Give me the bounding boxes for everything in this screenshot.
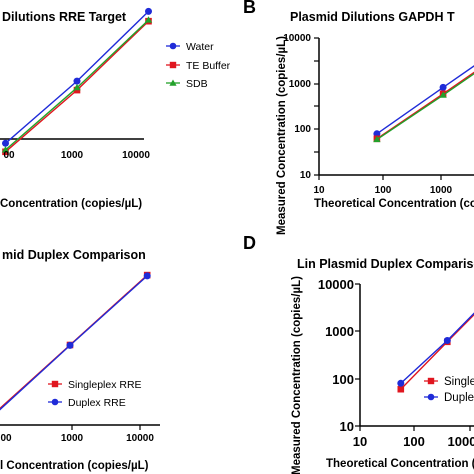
panel-b-x-tick-100: 100 [375,185,392,196]
legend-a-sdb-label: SDB [186,78,208,90]
panel-d-x-tick-10: 10 [353,434,367,449]
point-water-0 [2,139,9,147]
point-duplex-rre-2 [143,272,151,280]
panel-c-plot [0,271,151,411]
legend-c-duplex-marker [51,398,59,406]
point-duplex-rre-1 [66,341,74,349]
panel-d-title: Lin Plasmid Duplex Comparison [297,257,474,271]
panel-a-x-tick-2: 10000 [122,150,150,161]
panel-d-y-label: Measured Concentration (copies/µL) [291,276,303,474]
panel-b-y-tick-10: 10 [300,170,312,181]
panel-d-y-tick-1000: 1000 [325,324,354,339]
point-sdb-1 [439,91,447,98]
panel-d: D Lin Plasmid Duplex Comparison 10000 10… [243,233,474,474]
legend-a-water-label: Water [186,41,214,53]
panel-c-x-tick-2: 10000 [126,433,154,444]
panel-d-x-label: Theoretical Concentration (copies [326,458,474,470]
legend-a-te-buffer-marker [169,61,177,69]
point-sdb-2 [144,16,153,23]
point-water-1 [439,83,447,91]
panel-b: B Plasmid Dilutions GAPDH T 10000 1000 1… [243,0,474,235]
panel-d-y-tick-10: 10 [340,419,354,434]
panel-a-x-label: Concentration (copies/µL) [0,198,142,210]
series-line-water [5,10,149,144]
panel-a-x-tick-0: 00 [3,150,15,161]
panel-b-plot [373,65,474,143]
series-line-duple [400,312,474,384]
legend-c-singleplex-label: Singleplex RRE [68,379,142,391]
legend-d-duple-marker [427,393,435,401]
legend-a-te-buffer-label: TE Buffer [186,60,231,72]
point-sdb-1 [73,83,81,91]
point-duple-0 [397,379,405,387]
panel-a-title: Dilutions RRE Target [2,10,127,24]
legend-c-duplex-label: Duplex RRE [68,397,126,409]
legend-a-water-marker [169,42,177,50]
panel-d-y-tick-100: 100 [332,372,354,387]
panel-b-x-tick-1000: 1000 [430,185,453,196]
panel-c-title: mid Duplex Comparison [2,248,146,262]
legend-d-duple-label: Duple [444,392,474,404]
point-water-1 [73,77,81,85]
panel-a: Dilutions RRE Target 00 1000 10000 Conce… [0,7,231,210]
panel-d-x-tick-1000: 1000 [448,434,474,449]
panel-b-x-tick-10: 10 [313,185,325,196]
point-single-0 [397,385,405,393]
panel-b-x-label: Theoretical Concentration (copies/µL [314,198,474,210]
panel-c-x-tick-1: 1000 [61,433,84,444]
point-water-2 [145,7,152,15]
legend-d-single-label: Single [444,376,474,388]
legend-d-single-marker [427,377,435,385]
panel-c-x-label: l Concentration (copies/µL) [0,460,149,472]
panel-b-y-label: Measured Concentration (copies/µL) [276,36,288,235]
legend-c-singleplex-marker [51,380,59,388]
series-line-duplex-rre [0,275,148,411]
series-line-single [400,313,474,390]
panel-a-x-tick-1: 1000 [61,150,84,161]
panel-b-y-tick-10000: 10000 [283,33,311,44]
point-sdb-0 [1,146,10,153]
panel-a-plot [1,7,153,156]
panel-b-y-tick-100: 100 [294,124,311,135]
panel-a-legend: Water TE Buffer SDB [166,41,231,90]
point-sdb-0 [373,135,381,143]
panel-b-y-tick-1000: 1000 [289,79,312,90]
series-line-sdb [376,72,474,141]
panel-b-title: Plasmid Dilutions GAPDH T [290,10,455,24]
series-line-te-buffer [376,71,474,140]
panel-b-letter: B [243,0,256,17]
point-duple-1 [443,337,451,344]
panel-d-y-tick-10000: 10000 [318,277,354,292]
panel-d-x-tick-100: 100 [403,434,425,449]
panel-d-legend: Single Duple [424,376,474,404]
panel-c-legend: Singleplex RRE Duplex RRE [48,379,142,409]
panel-c: mid Duplex Comparison 00 1000 10000 l Co… [0,248,160,472]
panel-d-plot [397,312,474,393]
panel-d-letter: D [243,233,256,253]
legend-a-sdb-marker [169,79,177,86]
panel-c-x-tick-0: 00 [0,433,12,444]
series-line-water [376,65,474,135]
